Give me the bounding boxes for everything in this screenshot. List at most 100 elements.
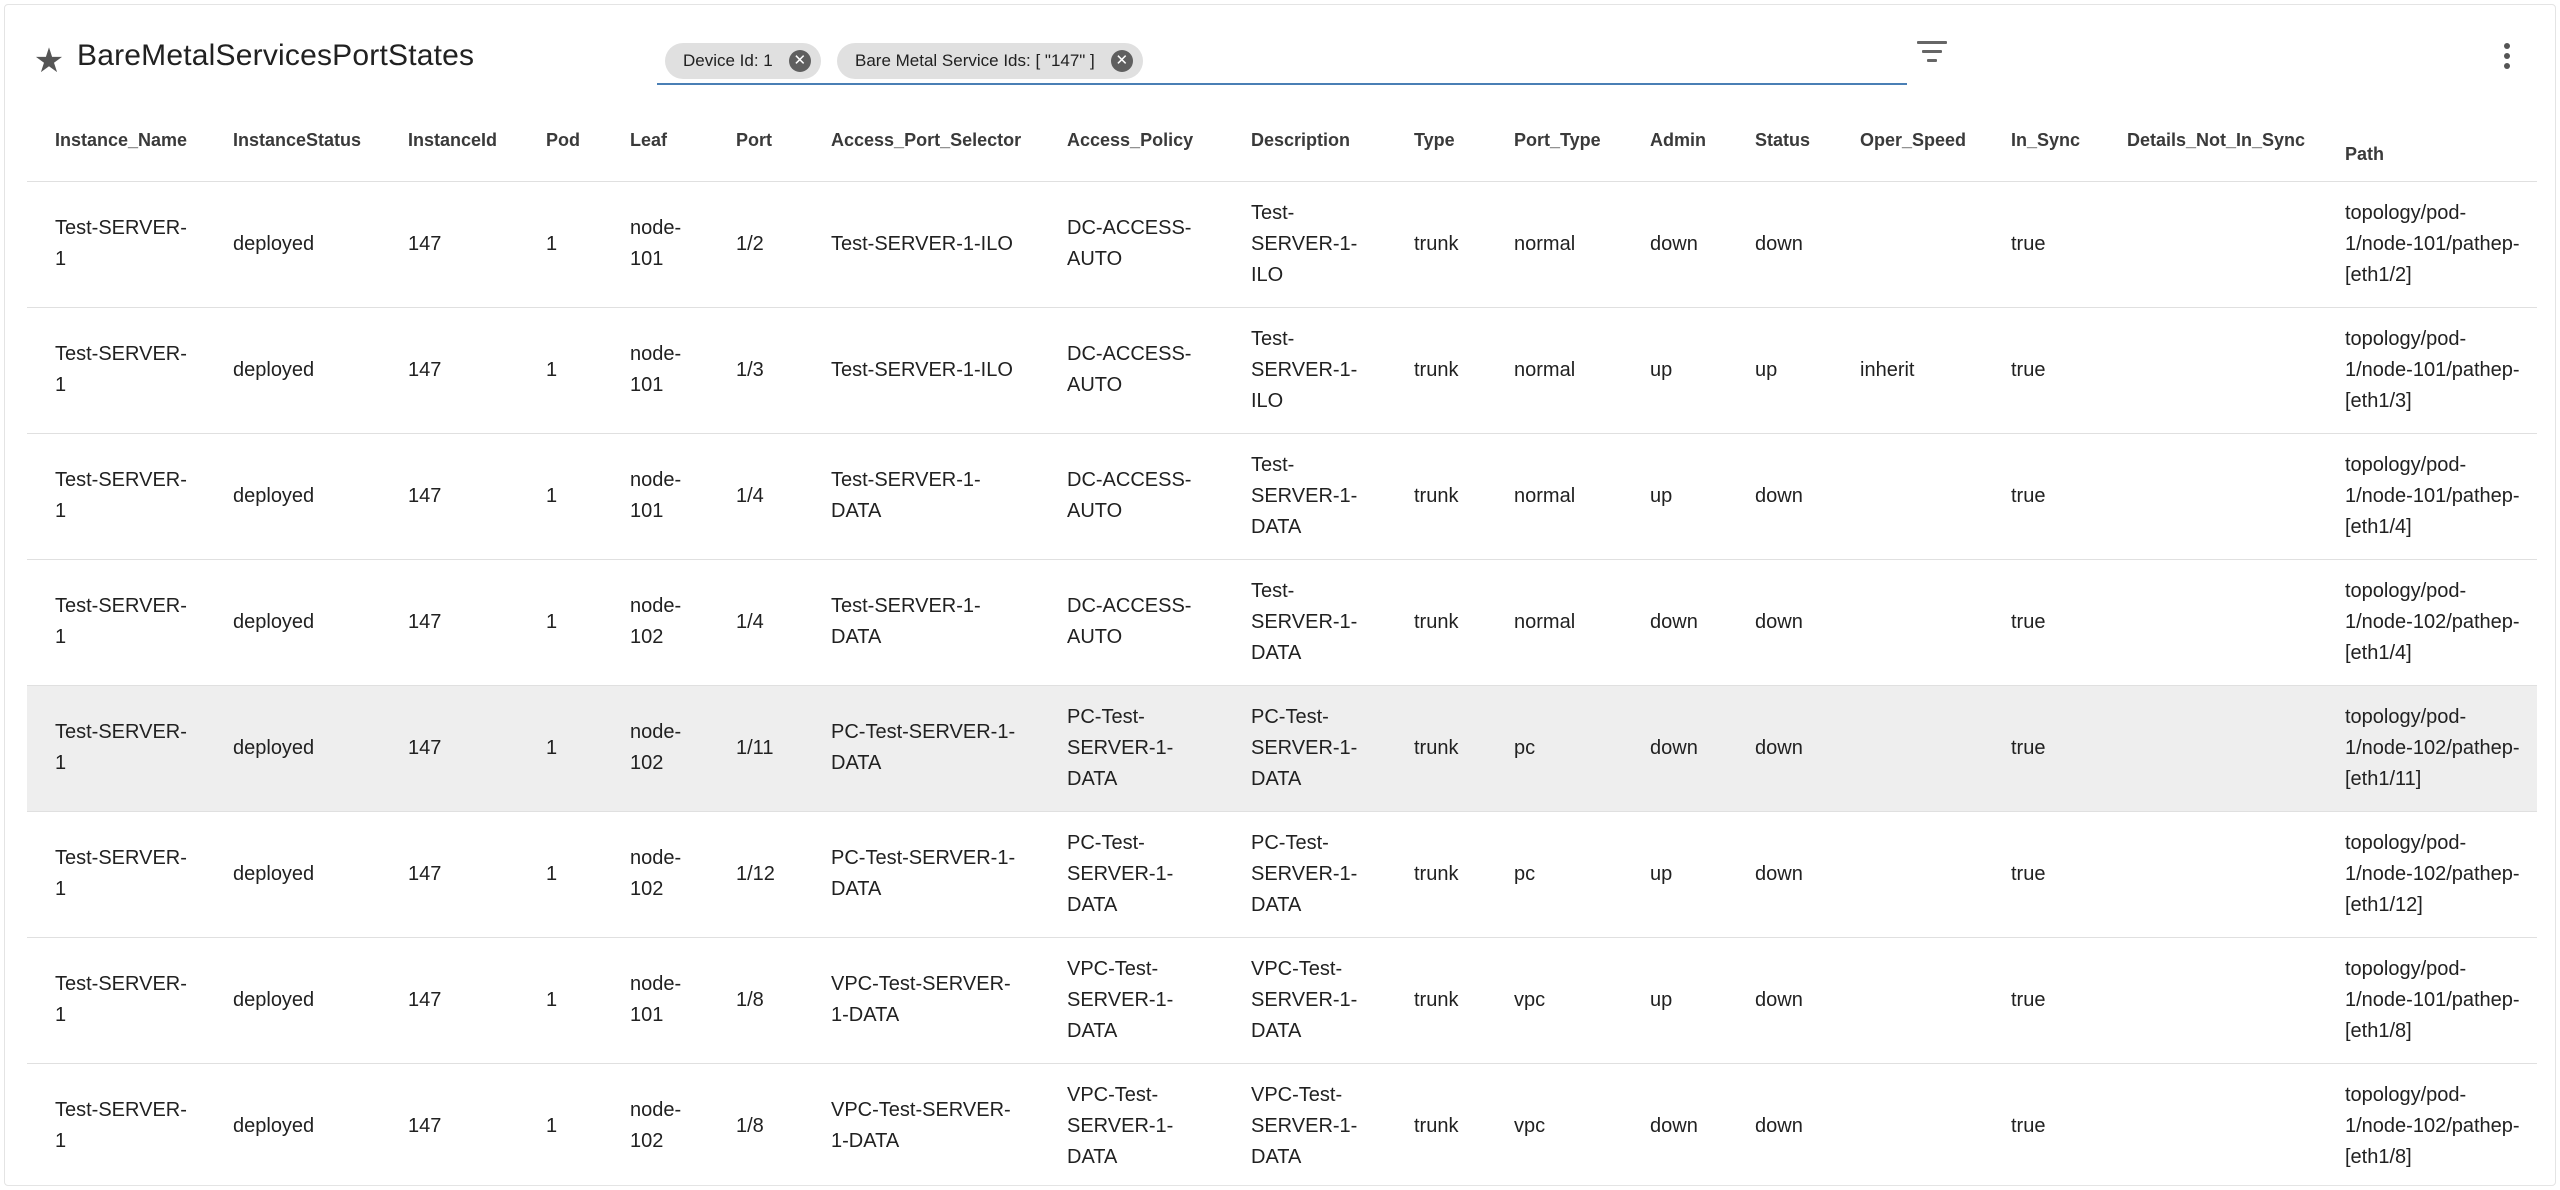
table-cell: deployed <box>205 433 380 560</box>
table-cell: true <box>1983 307 2099 434</box>
table-cell: 1/4 <box>708 559 803 686</box>
table-row[interactable]: Test-SERVER-1 deployed 147 1 node-101 1/2 Test… <box>27 181 2537 308</box>
table-cell: topology/pod-1/node-101/pathep-[eth1/3] <box>2317 307 2537 434</box>
table-cell: PC-Test-SERVER-1-DATA <box>1039 685 1223 812</box>
table-cell: Test-SERVER-1-ILO <box>1223 181 1386 308</box>
column-header[interactable]: Type <box>1386 101 1486 182</box>
filter-chip-bare-metal-service-ids[interactable]: Bare Metal Service Ids: [ "147" ] ✕ <box>837 43 1143 79</box>
column-header[interactable]: Details_Not_In_Sync <box>2099 101 2317 182</box>
table-cell <box>2099 937 2317 1064</box>
close-icon[interactable]: ✕ <box>1110 50 1133 72</box>
close-icon[interactable]: ✕ <box>788 50 811 72</box>
table-cell: true <box>1983 559 2099 686</box>
table-cell: up <box>1622 433 1727 560</box>
table-cell: trunk <box>1386 1063 1486 1185</box>
table-cell: Test-SERVER-1 <box>27 433 205 560</box>
column-header[interactable]: Port <box>708 101 803 182</box>
table-cell: PC-Test-SERVER-1-DATA <box>803 685 1039 812</box>
table-cell: 147 <box>380 1063 518 1185</box>
table-cell: 1 <box>518 937 602 1064</box>
column-header[interactable]: In_Sync <box>1983 101 2099 182</box>
column-header[interactable]: InstanceId <box>380 101 518 182</box>
table-cell: inherit <box>1832 307 1983 434</box>
table-cell: Test-SERVER-1 <box>27 307 205 434</box>
table-cell: topology/pod-1/node-102/pathep-[eth1/8] <box>2317 1063 2537 1185</box>
table-cell: DC-ACCESS-AUTO <box>1039 181 1223 308</box>
table-cell: VPC-Test-SERVER-1-DATA <box>1223 1063 1386 1185</box>
page-title: BareMetalServicesPortStates <box>77 39 475 72</box>
table-cell: down <box>1622 685 1727 812</box>
table-cell: DC-ACCESS-AUTO <box>1039 307 1223 434</box>
table-cell: VPC-Test-SERVER-1-DATA <box>1039 937 1223 1064</box>
column-header[interactable]: Leaf <box>602 101 708 182</box>
table-cell: trunk <box>1386 307 1486 434</box>
table-cell: VPC-Test-SERVER-1-DATA <box>1223 937 1386 1064</box>
table-cell <box>2099 559 2317 686</box>
table-row[interactable]: Test-SERVER-1 deployed 147 1 node-102 1/8 VPC-… <box>27 1063 2537 1185</box>
table-cell: Test-SERVER-1 <box>27 1063 205 1185</box>
table-cell: Test-SERVER-1-DATA <box>1223 559 1386 686</box>
filter-chip-label: Bare Metal Service Ids: [ "147" ] <box>855 51 1095 70</box>
table-header-row: Instance_Name InstanceStatus InstanceId … <box>27 101 2537 182</box>
column-header[interactable]: Instance_Name <box>27 101 205 182</box>
filter-chip-device-id[interactable]: Device Id: 1 ✕ <box>665 43 821 79</box>
more-vert-icon[interactable] <box>2501 43 2513 73</box>
table-cell: 147 <box>380 307 518 434</box>
table-cell: down <box>1622 559 1727 686</box>
column-header[interactable]: Status <box>1727 101 1832 182</box>
table-cell: normal <box>1486 433 1622 560</box>
table-cell: trunk <box>1386 937 1486 1064</box>
table-cell: 1 <box>518 811 602 938</box>
table-cell: up <box>1727 307 1832 434</box>
table-cell: trunk <box>1386 685 1486 812</box>
column-header[interactable]: Pod <box>518 101 602 182</box>
table-cell <box>1832 433 1983 560</box>
table-cell: deployed <box>205 685 380 812</box>
column-header[interactable]: Access_Policy <box>1039 101 1223 182</box>
table-cell: 1/3 <box>708 307 803 434</box>
table-cell: 1/11 <box>708 685 803 812</box>
table-cell: PC-Test-SERVER-1-DATA <box>1223 685 1386 812</box>
table-cell: Test-SERVER-1-DATA <box>1223 433 1386 560</box>
table-cell: 147 <box>380 433 518 560</box>
table-cell <box>2099 433 2317 560</box>
filter-icon[interactable] <box>1915 41 1949 71</box>
star-icon[interactable]: ★ <box>33 42 65 80</box>
column-header[interactable]: InstanceStatus <box>205 101 380 182</box>
table-cell: 1 <box>518 559 602 686</box>
table-row[interactable]: Test-SERVER-1 deployed 147 1 node-102 1/4 Test… <box>27 559 2537 686</box>
table-row[interactable]: Test-SERVER-1 deployed 147 1 node-101 1/8 VPC-… <box>27 937 2537 1064</box>
table-cell: trunk <box>1386 433 1486 560</box>
column-header[interactable]: Access_Port_Selector <box>803 101 1039 182</box>
table-cell: VPC-Test-SERVER-1-DATA <box>1039 1063 1223 1185</box>
column-header[interactable]: Path <box>2317 101 2537 182</box>
column-header[interactable]: Port_Type <box>1486 101 1622 182</box>
table-cell <box>1832 685 1983 812</box>
table-cell: 1/12 <box>708 811 803 938</box>
table-row-hovered[interactable]: Test-SERVER-1 deployed 147 1 node-102 1/11 PC-… <box>27 685 2537 812</box>
column-header[interactable]: Admin <box>1622 101 1727 182</box>
table-cell: 1 <box>518 307 602 434</box>
table-cell: deployed <box>205 307 380 434</box>
table-cell: 147 <box>380 685 518 812</box>
table-cell: deployed <box>205 811 380 938</box>
table-row[interactable]: Test-SERVER-1 deployed 147 1 node-101 1/4 Test… <box>27 433 2537 560</box>
table-cell: 147 <box>380 937 518 1064</box>
table-cell: deployed <box>205 937 380 1064</box>
table-cell: Test-SERVER-1-ILO <box>803 181 1039 308</box>
table-cell: Test-SERVER-1 <box>27 937 205 1064</box>
table-cell: node-101 <box>602 181 708 308</box>
table-cell: 1/8 <box>708 1063 803 1185</box>
table-row[interactable]: Test-SERVER-1 deployed 147 1 node-101 1/3 Test… <box>27 307 2537 434</box>
filter-chip-bar[interactable]: Device Id: 1 ✕ Bare Metal Service Ids: [… <box>657 39 1907 85</box>
table-cell: down <box>1727 181 1832 308</box>
table-cell: node-102 <box>602 685 708 812</box>
table-cell <box>2099 307 2317 434</box>
column-header[interactable]: Description <box>1223 101 1386 182</box>
table-cell: 1 <box>518 685 602 812</box>
table-row[interactable]: Test-SERVER-1 deployed 147 1 node-102 1/12 PC-… <box>27 811 2537 938</box>
table-cell: down <box>1622 181 1727 308</box>
column-header[interactable]: Oper_Speed <box>1832 101 1983 182</box>
table-cell: up <box>1622 307 1727 434</box>
table-cell: DC-ACCESS-AUTO <box>1039 433 1223 560</box>
